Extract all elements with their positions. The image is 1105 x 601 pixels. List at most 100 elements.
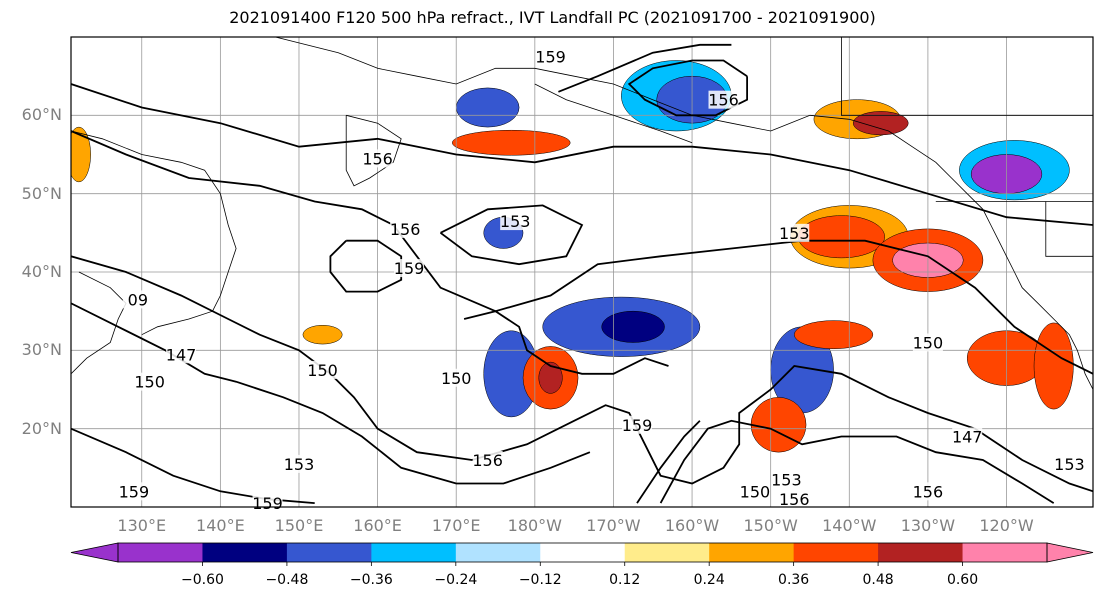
colorbar-segment-1 xyxy=(202,543,288,562)
colorbar-segment-5 xyxy=(540,543,626,562)
contour-label-bg-21 xyxy=(952,427,983,446)
lon-label-11: 120°W xyxy=(979,516,1034,535)
lon-label-2: 150°E xyxy=(274,516,324,535)
contour-label-bg-1 xyxy=(708,90,739,109)
coastline-1 xyxy=(71,130,237,336)
contour-label-21: 147 xyxy=(952,428,983,447)
shaded-region-17 xyxy=(538,361,563,394)
lon-label-9: 140°W xyxy=(822,516,877,535)
lat-label-2: 40°N xyxy=(21,262,62,281)
colorbar-tick-label-4: −0.12 xyxy=(518,572,562,588)
colorbar-tick-label-3: −0.24 xyxy=(434,572,478,588)
contour-label-bg-5 xyxy=(779,223,810,242)
lat-label-3: 30°N xyxy=(21,340,62,360)
colorbar-segment-4 xyxy=(455,543,541,562)
colorbar-tick-label-0: −0.60 xyxy=(181,572,224,588)
contour-label-bg-23 xyxy=(122,290,153,309)
border-0 xyxy=(841,37,1093,116)
lon-label-0: 130°E xyxy=(117,516,167,535)
contour-label-bg-17 xyxy=(739,482,770,501)
contour-label-4: 153 xyxy=(500,212,531,231)
shaded-region-24 xyxy=(302,325,343,345)
lat-label-0: 60°N xyxy=(21,105,62,125)
contour-label-10: 150 xyxy=(441,369,472,388)
shaded-region-10 xyxy=(455,87,520,128)
contour-label-bg-19 xyxy=(779,490,810,509)
contour-label-bg-12 xyxy=(622,415,653,434)
lon-label-6: 170°W xyxy=(586,516,641,535)
lon-label-7: 160°W xyxy=(664,516,720,535)
colorbar-segment-7 xyxy=(709,543,795,562)
shaded-region-1 xyxy=(852,111,909,136)
coastline-3 xyxy=(345,114,402,187)
contour-label-14: 153 xyxy=(284,455,315,474)
contour-line-5 xyxy=(659,419,1055,504)
contour-label-23: 09 xyxy=(128,290,148,309)
colorbar-tick-label-2: −0.36 xyxy=(349,572,393,588)
contour-label-1: 156 xyxy=(708,91,739,110)
contour-line-6 xyxy=(636,420,701,504)
contour-label-16: 159 xyxy=(252,494,283,513)
contour-label-bg-3 xyxy=(390,219,421,238)
contour-label-20: 156 xyxy=(913,482,944,501)
contour-label-5: 153 xyxy=(779,224,810,243)
contour-line-4 xyxy=(71,427,315,504)
shaded-region-19 xyxy=(750,397,807,453)
colorbar-tick-label-9: 0.60 xyxy=(946,572,979,588)
contour-label-19: 156 xyxy=(779,490,810,509)
coastline-2 xyxy=(71,271,127,375)
shaded-region-11 xyxy=(452,129,571,156)
shaded-region-20 xyxy=(794,320,874,350)
contour-label-bg-4 xyxy=(500,212,531,231)
contour-line-1 xyxy=(71,130,1093,375)
contour-label-11: 150 xyxy=(913,334,944,353)
lon-label-1: 140°E xyxy=(196,516,245,535)
contour-label-18: 153 xyxy=(771,471,802,490)
lat-label-4: 20°N xyxy=(21,418,62,438)
contour-label-bg-22 xyxy=(1054,454,1085,473)
contour-label-12: 159 xyxy=(622,416,653,435)
lon-label-5: 180°W xyxy=(507,516,562,535)
contour-label-bg-13 xyxy=(472,451,503,469)
lon-label-4: 170°E xyxy=(431,516,481,535)
contour-label-9: 150 xyxy=(307,361,338,380)
lon-label-10: 130°W xyxy=(900,516,956,535)
shaded-regions xyxy=(71,60,1074,453)
contour-label-bg-6 xyxy=(394,259,425,278)
contour-line-11 xyxy=(558,43,732,93)
colorbar-tick-label-7: 0.36 xyxy=(778,572,810,588)
contour-label-6: 159 xyxy=(394,259,425,278)
colorbar-segment-0 xyxy=(118,543,203,562)
contour-label-13: 156 xyxy=(472,451,503,470)
contour-label-15: 159 xyxy=(119,482,150,501)
colorbar-tick-label-1: −0.48 xyxy=(265,572,309,588)
contour-label-0: 159 xyxy=(535,48,566,67)
contour-line-0 xyxy=(71,83,1093,226)
chart-title: 2021091400 F120 500 hPa refract., IVT La… xyxy=(229,8,876,27)
contour-label-3: 156 xyxy=(390,220,421,239)
contour-label-22: 153 xyxy=(1054,455,1085,474)
contour-label-bg-15 xyxy=(118,482,149,501)
lat-label-1: 50°N xyxy=(21,183,62,203)
lon-label-8: 150°W xyxy=(743,516,798,535)
contour-label-bg-7 xyxy=(166,345,197,364)
contour-label-17: 150 xyxy=(740,482,771,501)
border-2 xyxy=(1045,201,1093,257)
lon-label-3: 160°E xyxy=(353,516,402,535)
coastline-0 xyxy=(275,37,1093,390)
coastlines xyxy=(71,37,1093,390)
graticule xyxy=(71,37,1093,507)
contour-label-bg-8 xyxy=(134,372,165,391)
contour-label-bg-0 xyxy=(535,47,566,66)
contour-label-7: 147 xyxy=(166,345,197,364)
colorbar-segment-3 xyxy=(371,543,457,562)
contour-label-bg-14 xyxy=(283,454,314,473)
shaded-region-23 xyxy=(71,126,91,183)
contour-label-bg-2 xyxy=(362,149,393,168)
coastline-4 xyxy=(534,83,693,144)
contour-line-3 xyxy=(71,302,591,485)
colorbar-segment-2 xyxy=(286,543,372,562)
contour-line-7 xyxy=(329,239,403,293)
